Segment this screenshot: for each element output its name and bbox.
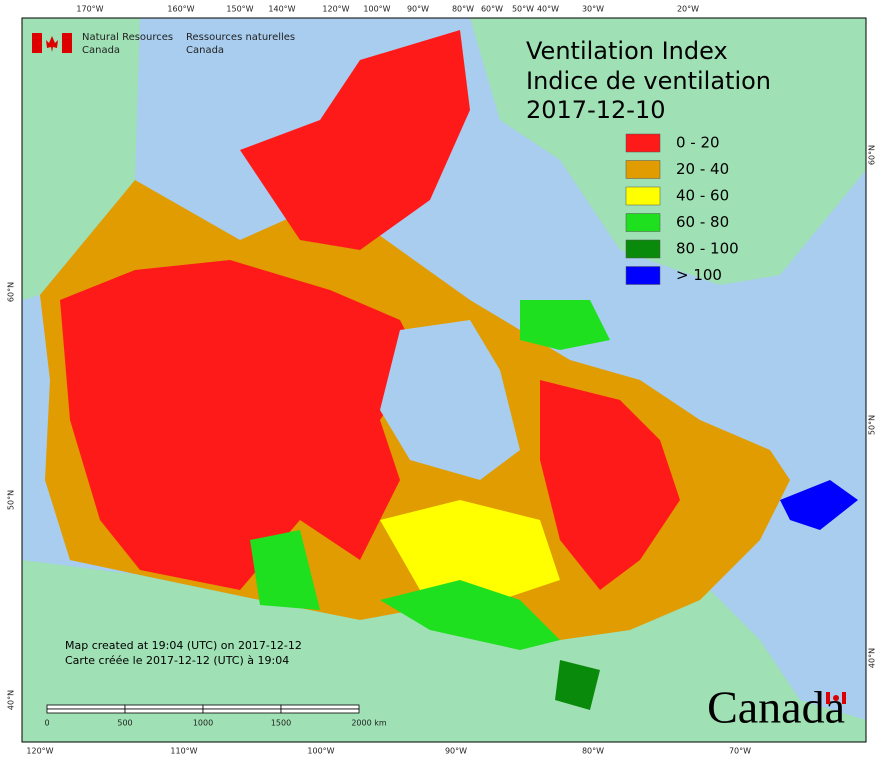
map-date: 2017-12-10: [526, 96, 665, 124]
hudson-bay: [380, 320, 520, 480]
longitude-label: 160°W: [167, 5, 194, 14]
latitude-label: 60°N: [868, 145, 877, 165]
zone-red-quebec: [540, 380, 680, 590]
longitude-label: 100°W: [307, 747, 334, 756]
legend-label: 60 - 80: [676, 213, 729, 231]
scale-segment: [46, 704, 126, 710]
latitude-label: 60°N: [7, 282, 16, 302]
longitude-label: 40°W: [537, 5, 559, 14]
zone-red-west: [60, 260, 420, 590]
zone-green-baffin: [520, 300, 610, 350]
scale-segment: [202, 704, 282, 710]
legend: 0 - 20 20 - 40 40 - 60 60 - 80 80 - 100 > 100: [625, 133, 739, 285]
scale-segment: [124, 708, 204, 714]
agency-logo: Natural Resources Canada Ressources natu…: [32, 32, 295, 56]
agency-en: Canada: [82, 45, 120, 56]
title-fr: Indice de ventilation: [526, 67, 771, 95]
longitude-label: 80°W: [452, 5, 474, 14]
latitude-label: 40°N: [868, 648, 877, 668]
legend-swatch: [625, 266, 661, 285]
legend-label: 20 - 40: [676, 160, 729, 178]
scale-segment: [280, 704, 360, 710]
scale-label: 1500: [271, 719, 291, 728]
longitude-label: 150°W: [226, 5, 253, 14]
longitude-label: 120°W: [26, 747, 53, 756]
zone-green-prairie: [250, 530, 320, 610]
greenland: [470, 18, 866, 285]
scale-segment: [46, 708, 126, 714]
maple-leaf: [833, 695, 839, 701]
zone-yellow: [380, 500, 560, 600]
longitude-label: 110°W: [170, 747, 197, 756]
agency-fr: Ressources naturelles: [186, 32, 295, 43]
agency-fr: Canada: [186, 45, 224, 56]
legend-label: 80 - 100: [676, 240, 739, 258]
frame: [21, 17, 867, 743]
zone-blue: [780, 480, 858, 530]
longitude-label: 120°W: [322, 5, 349, 14]
flag-right: [62, 33, 72, 53]
legend-swatch: [625, 133, 661, 153]
longitude-label: 90°W: [407, 5, 429, 14]
graticule-labels: 170°W 160°W 150°W 140°W 120°W 100°W 90°W 80°W 60…: [7, 5, 877, 756]
zone-red-arctic: [240, 30, 470, 250]
created-fr: Carte créée le 2017-12-12 (UTC) à 19:04: [65, 654, 289, 667]
map-body: [22, 18, 866, 742]
legend-label: 40 - 60: [676, 187, 729, 205]
scale-label: 1000: [193, 719, 213, 728]
scale-label: 500: [117, 719, 132, 728]
longitude-label: 70°W: [729, 747, 751, 756]
longitude-label: 90°W: [445, 747, 467, 756]
scale-label: 0: [44, 719, 49, 728]
longitude-label: 170°W: [76, 5, 103, 14]
legend-swatch: [625, 160, 661, 179]
longitude-label: 20°W: [677, 5, 699, 14]
scale-segment: [124, 704, 204, 710]
legend-swatch: [625, 186, 661, 206]
legend-label: 0 - 20: [676, 134, 720, 152]
legend-swatch: [625, 213, 661, 232]
scale-bar: 0 500 1000 1500 2000 km: [44, 704, 387, 728]
agency-en: Natural Resources: [82, 32, 173, 43]
flag-left: [32, 33, 42, 53]
latitude-label: 40°N: [7, 690, 16, 710]
created-en: Map created at 19:04 (UTC) on 2017-12-12: [65, 639, 302, 652]
alaska: [22, 18, 140, 300]
latitude-label: 50°N: [7, 490, 16, 510]
wordmark-flag: [826, 692, 846, 704]
legend-swatch: [625, 239, 661, 259]
longitude-label: 100°W: [363, 5, 390, 14]
scale-label: 2000 km: [351, 719, 387, 728]
latitude-label: 50°N: [868, 415, 877, 435]
longitude-label: 50°W: [512, 5, 534, 14]
flag-left: [826, 692, 830, 704]
longitude-label: 140°W: [268, 5, 295, 14]
scale-segment: [202, 708, 282, 714]
maple-leaf: [46, 36, 58, 52]
scale-segment: [280, 708, 360, 714]
legend-label: > 100: [676, 266, 722, 284]
title-en: Ventilation Index: [526, 37, 728, 65]
longitude-label: 80°W: [582, 747, 604, 756]
longitude-label: 30°W: [582, 5, 604, 14]
longitude-label: 60°W: [481, 5, 503, 14]
zone-darkgreen: [555, 660, 600, 710]
flag-right: [842, 692, 846, 704]
wordmark: Canada: [707, 682, 845, 733]
zone-green: [380, 580, 560, 650]
